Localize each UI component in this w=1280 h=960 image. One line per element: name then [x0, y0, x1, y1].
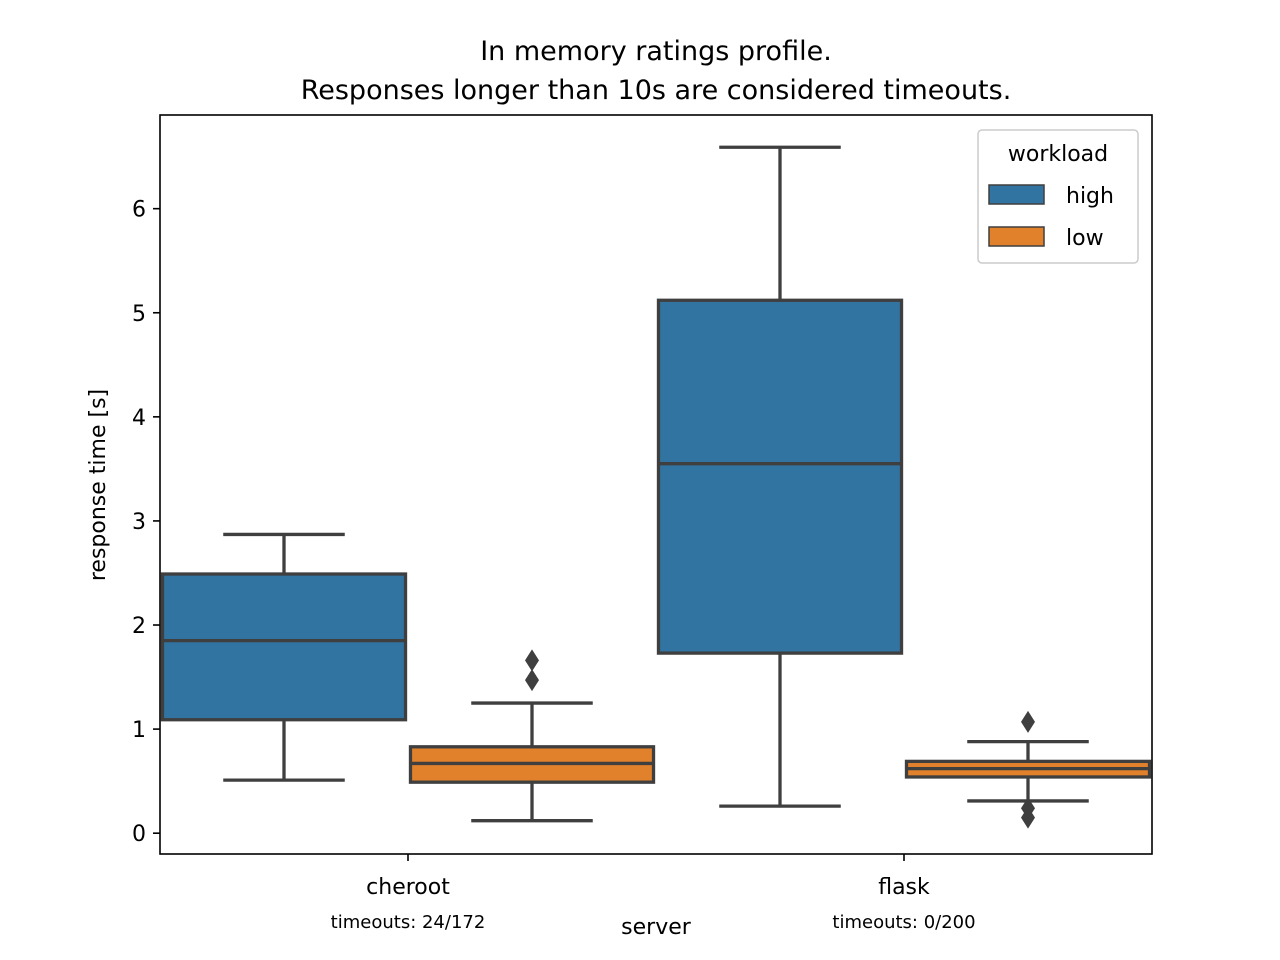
- x-tick-label-cheroot: cheroot: [366, 875, 450, 900]
- outlier-low-cheroot-0: [525, 669, 539, 692]
- chart-title-line-2: Responses longer than 10s are considered…: [301, 75, 1012, 106]
- box-group-low-cheroot: [408, 649, 656, 823]
- plot-area: [160, 145, 1152, 829]
- legend-label-low: low: [1066, 226, 1104, 251]
- x-axis: cheroot timeouts: 24/172 flask timeouts: 0/…: [331, 854, 976, 933]
- legend-title: workload: [1008, 142, 1108, 167]
- y-tick-label-2: 2: [132, 614, 146, 639]
- y-tick-label-3: 3: [132, 510, 146, 535]
- timeout-note-cheroot: timeouts: 24/172: [331, 912, 486, 933]
- box-group-low-flask: [904, 710, 1152, 829]
- y-tick-label-6: 6: [132, 198, 146, 223]
- x-tick-label-flask: flask: [878, 875, 930, 900]
- y-axis-label: response time [s]: [86, 389, 111, 581]
- chart-title-line-1: In memory ratings profile.: [480, 36, 832, 67]
- legend-swatch-low: [988, 226, 1045, 247]
- timeout-note-flask: timeouts: 0/200: [832, 912, 975, 933]
- y-tick-label-0: 0: [132, 822, 146, 847]
- outlier-low-cheroot-1: [525, 649, 539, 672]
- legend: workload high low: [977, 129, 1139, 264]
- plot-frame: [159, 114, 1153, 855]
- y-axis: 0 1 2 3 4 5 6: [132, 198, 160, 847]
- box-high-flask: [656, 298, 904, 655]
- outlier-low-flask-1: [1021, 797, 1035, 820]
- y-tick-label-5: 5: [132, 302, 146, 327]
- legend-swatch-high: [988, 184, 1045, 205]
- x-axis-label: server: [621, 915, 692, 940]
- box-high-cheroot: [160, 572, 408, 722]
- y-tick-label-1: 1: [132, 718, 146, 743]
- box-group-high-cheroot: [160, 532, 408, 782]
- y-tick-label-4: 4: [132, 406, 146, 431]
- legend-label-high: high: [1066, 184, 1114, 209]
- outlier-low-flask-2: [1021, 710, 1035, 733]
- box-group-high-flask: [656, 145, 904, 808]
